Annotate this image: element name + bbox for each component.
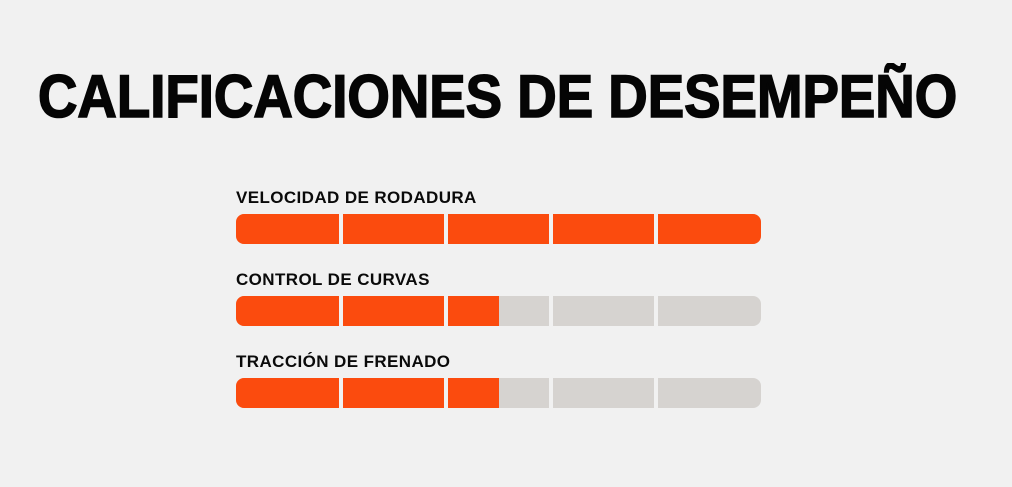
segment-divider [654,296,658,326]
rating-bar [236,378,761,408]
rating-label: TRACCIÓN DE FRENADO [236,352,451,371]
segment-divider [339,296,343,326]
rating-bar [236,296,761,326]
rating-bar-fill [236,214,761,244]
rating-row-braking-traction: TRACCIÓN DE FRENADO [236,352,761,408]
segment-divider [549,214,553,244]
segment-divider [339,378,343,408]
segment-divider [339,214,343,244]
rating-bar-fill [236,378,499,408]
segment-divider [444,296,448,326]
ratings-list: VELOCIDAD DE RODADURA CONTROL DE CURVAS … [236,188,761,434]
rating-bar-fill [236,296,499,326]
segment-divider [654,378,658,408]
rating-label: VELOCIDAD DE RODADURA [236,188,477,207]
segment-divider [654,214,658,244]
rating-row-rolling-speed: VELOCIDAD DE RODADURA [236,188,761,244]
segment-divider [444,214,448,244]
segment-divider [549,378,553,408]
rating-row-cornering-control: CONTROL DE CURVAS [236,270,761,326]
segment-divider [549,296,553,326]
segment-divider [444,378,448,408]
rating-label: CONTROL DE CURVAS [236,270,430,289]
page-title: CALIFICACIONES DE DESEMPEÑO [37,63,958,130]
rating-bar [236,214,761,244]
